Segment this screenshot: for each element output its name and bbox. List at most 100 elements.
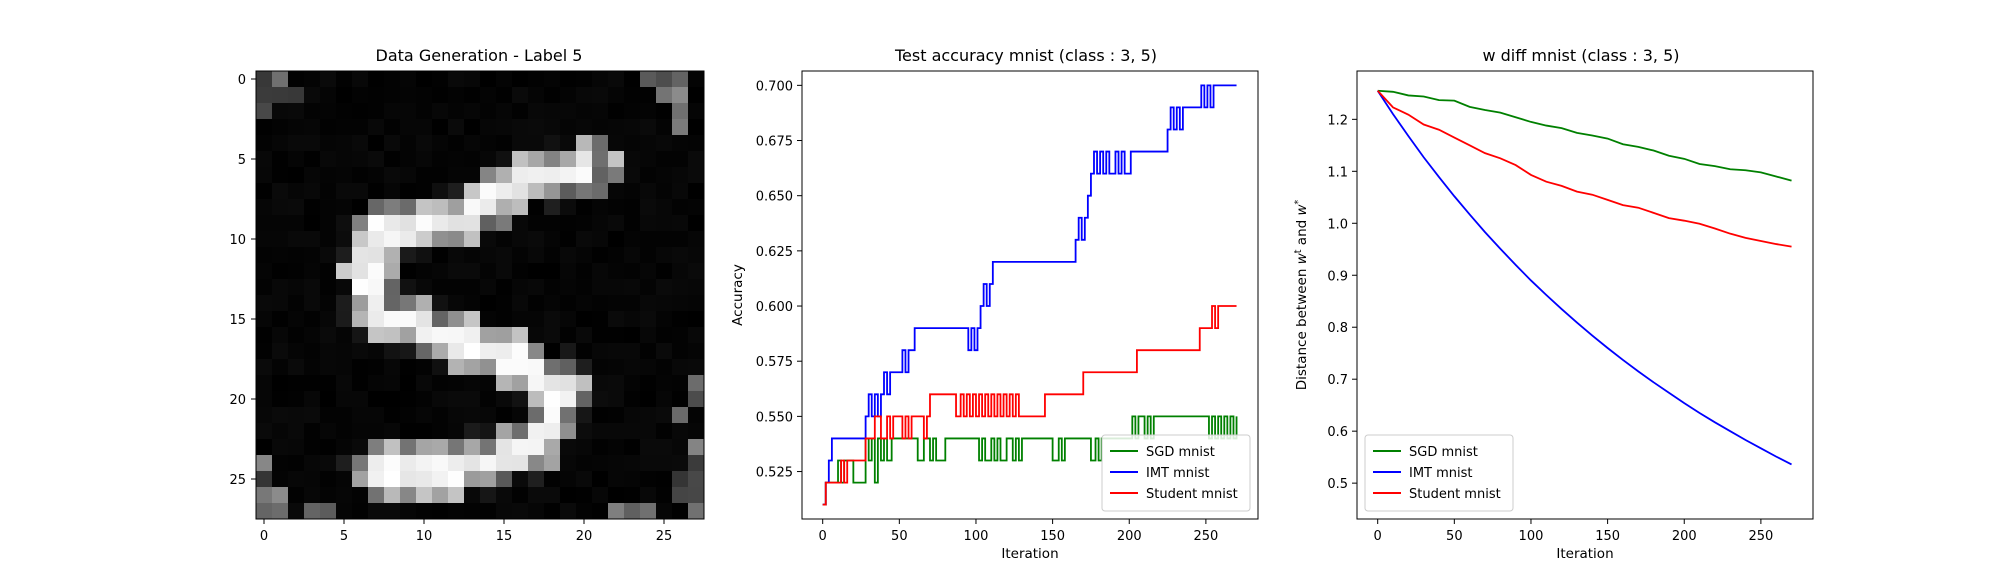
heatmap-cell bbox=[336, 407, 353, 424]
heatmap-cell bbox=[480, 215, 497, 232]
heatmap-cell bbox=[608, 263, 625, 280]
heatmap-cell bbox=[288, 119, 305, 136]
heatmap-cell bbox=[496, 135, 513, 152]
heatmap-cell bbox=[560, 71, 577, 88]
heatmap-cell bbox=[416, 215, 433, 232]
heatmap-cell bbox=[576, 247, 593, 264]
heatmap-cell bbox=[560, 311, 577, 328]
heatmap-cell bbox=[528, 407, 545, 424]
heatmap-cell bbox=[304, 359, 321, 376]
heatmap-cell bbox=[688, 503, 705, 520]
heatmap-cell bbox=[592, 343, 609, 360]
heatmap-cell bbox=[416, 343, 433, 360]
heatmap-cell bbox=[384, 343, 401, 360]
heatmap-cell bbox=[272, 263, 289, 280]
heatmap-cell bbox=[288, 295, 305, 312]
heatmap-cell bbox=[288, 231, 305, 248]
heatmap-cell bbox=[576, 407, 593, 424]
heatmap-cell bbox=[448, 215, 465, 232]
heatmap-cell bbox=[608, 279, 625, 296]
image-ticks: 0 5 10 15 20 25 0 5 10 15 20 25 bbox=[229, 73, 672, 544]
heatmap-cell bbox=[400, 327, 417, 344]
y-tick-label: 0.9 bbox=[1327, 269, 1348, 284]
y-tick-label: 0.700 bbox=[756, 79, 793, 94]
heatmap-cell bbox=[464, 247, 481, 264]
heatmap-cell bbox=[576, 423, 593, 440]
heatmap-cell bbox=[592, 359, 609, 376]
heatmap-cell bbox=[256, 71, 273, 88]
accuracy-title: Test accuracy mnist (class : 3, 5) bbox=[894, 46, 1157, 65]
heatmap-cell bbox=[592, 263, 609, 280]
heatmap-cell bbox=[688, 487, 705, 504]
heatmap-cell bbox=[400, 487, 417, 504]
heatmap-cell bbox=[544, 87, 561, 104]
heatmap-cell bbox=[528, 247, 545, 264]
heatmap-cell bbox=[464, 151, 481, 168]
heatmap-cell bbox=[384, 327, 401, 344]
heatmap-cell bbox=[384, 151, 401, 168]
heatmap-cell bbox=[512, 375, 529, 392]
heatmap-cell bbox=[576, 439, 593, 456]
heatmap-cell bbox=[656, 343, 673, 360]
heatmap-cell bbox=[544, 183, 561, 200]
x-tick-label: 250 bbox=[1193, 529, 1218, 544]
heatmap-cell bbox=[432, 439, 449, 456]
heatmap-cell bbox=[544, 103, 561, 120]
heatmap-cell bbox=[624, 167, 641, 184]
heatmap-cell bbox=[320, 71, 337, 88]
heatmap-cell bbox=[432, 343, 449, 360]
heatmap-cell bbox=[448, 167, 465, 184]
heatmap-cell bbox=[656, 279, 673, 296]
heatmap-cell bbox=[320, 263, 337, 280]
heatmap-cell bbox=[304, 87, 321, 104]
heatmap-cell bbox=[368, 407, 385, 424]
heatmap-cell bbox=[592, 455, 609, 472]
heatmap-cell bbox=[544, 279, 561, 296]
heatmap-cell bbox=[624, 311, 641, 328]
heatmap-cell bbox=[432, 119, 449, 136]
heatmap-cell bbox=[448, 343, 465, 360]
heatmap-cell bbox=[432, 167, 449, 184]
heatmap-cell bbox=[496, 167, 513, 184]
heatmap-cell bbox=[256, 503, 273, 520]
heatmap-cell bbox=[576, 279, 593, 296]
heatmap-cell bbox=[624, 87, 641, 104]
heatmap-cell bbox=[656, 135, 673, 152]
y-tick-label: 0.5 bbox=[1327, 477, 1348, 492]
heatmap-cell bbox=[560, 439, 577, 456]
heatmap-cell bbox=[336, 375, 353, 392]
heatmap-cell bbox=[688, 167, 705, 184]
heatmap-cell bbox=[640, 487, 657, 504]
heatmap-cell bbox=[640, 183, 657, 200]
heatmap-cell bbox=[480, 263, 497, 280]
heatmap-cell bbox=[656, 183, 673, 200]
heatmap-cell bbox=[544, 343, 561, 360]
heatmap-cell bbox=[432, 503, 449, 520]
heatmap-cell bbox=[464, 215, 481, 232]
heatmap-cell bbox=[400, 151, 417, 168]
heatmap-cell bbox=[512, 263, 529, 280]
heatmap-cell bbox=[416, 487, 433, 504]
heatmap-cell bbox=[256, 167, 273, 184]
series-line bbox=[1377, 90, 1792, 248]
heatmap-cell bbox=[544, 455, 561, 472]
heatmap-cell bbox=[272, 439, 289, 456]
heatmap-cell bbox=[672, 103, 689, 120]
heatmap-cell bbox=[336, 151, 353, 168]
heatmap-cell bbox=[640, 407, 657, 424]
heatmap-cell bbox=[448, 423, 465, 440]
heatmap-cell bbox=[656, 199, 673, 216]
heatmap-cell bbox=[688, 295, 705, 312]
heatmap-cell bbox=[304, 247, 321, 264]
y-tick-label: 1.1 bbox=[1327, 165, 1348, 180]
heatmap-cell bbox=[304, 103, 321, 120]
heatmap-cell bbox=[416, 439, 433, 456]
legend-box bbox=[1364, 434, 1514, 512]
heatmap-cell bbox=[272, 375, 289, 392]
heatmap-cell bbox=[656, 359, 673, 376]
heatmap-cell bbox=[384, 423, 401, 440]
heatmap-cell bbox=[400, 391, 417, 408]
heatmap-cell bbox=[416, 471, 433, 488]
heatmap-cell bbox=[640, 375, 657, 392]
heatmap-cell bbox=[304, 279, 321, 296]
